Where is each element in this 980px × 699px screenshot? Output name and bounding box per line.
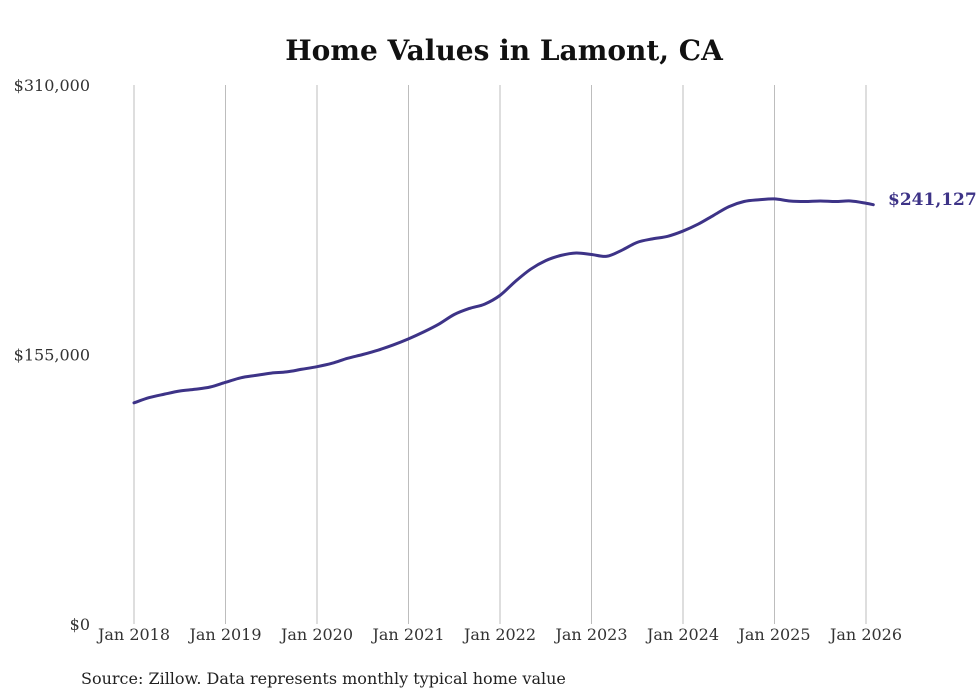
x-tick-label: Jan 2025: [736, 625, 810, 644]
y-axis-ticks: $0 $155,000 $310,000: [14, 76, 90, 634]
y-tick-label: $0: [70, 615, 90, 634]
y-tick-label: $155,000: [14, 346, 90, 365]
x-axis-ticks: Jan 2018 Jan 2019 Jan 2020 Jan 2021 Jan 2022…: [96, 625, 902, 644]
series-group: [132, 197, 875, 405]
x-tick-label: Jan 2019: [187, 625, 261, 644]
source-note: Source: Zillow. Data represents monthly …: [81, 669, 566, 688]
x-tick-label: Jan 2018: [96, 625, 170, 644]
x-tick-label: Jan 2026: [828, 625, 902, 644]
series-line-home-value: [132, 197, 875, 405]
x-tick-label: Jan 2022: [462, 625, 536, 644]
end-value-label: $241,127: [888, 190, 977, 210]
x-tick-label: Jan 2021: [370, 625, 444, 644]
vertical-gridlines: [133, 85, 867, 624]
x-tick-label: Jan 2023: [553, 625, 627, 644]
x-tick-label: Jan 2020: [279, 625, 353, 644]
y-tick-label: $310,000: [14, 76, 90, 95]
x-tick-label: Jan 2024: [645, 625, 719, 644]
chart-title: Home Values in Lamont, CA: [285, 34, 724, 67]
